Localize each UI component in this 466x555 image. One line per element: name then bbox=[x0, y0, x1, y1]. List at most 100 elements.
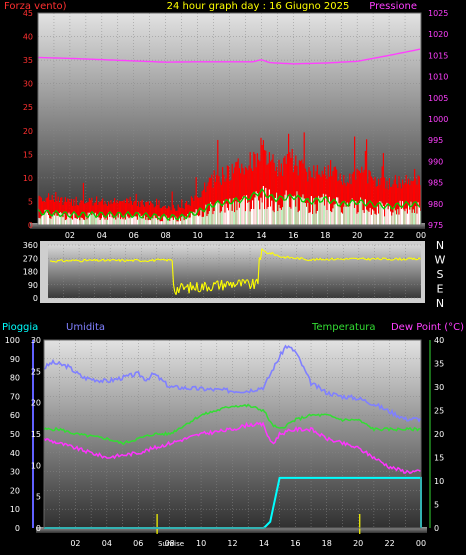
dir-segment bbox=[284, 256, 288, 259]
dir-tick-label: 180 bbox=[23, 268, 38, 277]
wind-tick-label: 20 bbox=[23, 127, 33, 136]
wind-tick-label: 40 bbox=[23, 33, 33, 42]
dir-segment bbox=[265, 251, 268, 254]
dir-segment bbox=[236, 279, 240, 285]
humidity-tick-label: 80 bbox=[10, 374, 20, 383]
dir-segment bbox=[409, 257, 412, 260]
humidity-line bbox=[43, 344, 422, 423]
dir-segment bbox=[305, 259, 308, 261]
pressure-tick-label: 990 bbox=[428, 157, 443, 166]
atm-x-tick-label: 16 bbox=[290, 539, 300, 548]
temp-tick-label: 10 bbox=[434, 477, 444, 486]
compass-label: W bbox=[435, 254, 446, 267]
dir-segment bbox=[164, 259, 166, 261]
wind-plot-border bbox=[37, 12, 422, 226]
dir-segment bbox=[291, 256, 294, 259]
dir-segment bbox=[405, 258, 408, 261]
atm-x-tick-label: 14 bbox=[259, 539, 269, 548]
dir-segment bbox=[247, 279, 250, 284]
dir-segment bbox=[61, 259, 64, 262]
wind-x-ticks: 02 04 06 08 10 12 14 16 18 20 22 00 bbox=[65, 231, 426, 240]
wind-x-tick-label: 12 bbox=[224, 231, 234, 240]
dir-segment bbox=[387, 258, 390, 261]
humidity-tick-label: 20 bbox=[10, 486, 20, 495]
dir-segment bbox=[214, 281, 217, 285]
atm-x-tick-label: 06 bbox=[133, 539, 143, 548]
temperature-line bbox=[43, 403, 421, 446]
atm-x-tick-label: 22 bbox=[384, 539, 394, 548]
dir-segment bbox=[326, 258, 329, 261]
atm-x-tick-label: 02 bbox=[70, 539, 80, 548]
dir-segment bbox=[224, 281, 228, 288]
dir-segment bbox=[346, 257, 349, 260]
atm-x-tick-label: 12 bbox=[227, 539, 237, 548]
dir-segment bbox=[100, 259, 103, 262]
dir-segment bbox=[58, 259, 61, 262]
pressure-tick-label: 1000 bbox=[428, 115, 448, 124]
dir-segment bbox=[211, 282, 215, 289]
dir-segment bbox=[316, 257, 319, 261]
compass-label: N bbox=[436, 297, 444, 310]
wind-tick-label: 25 bbox=[23, 103, 33, 112]
dir-segment bbox=[53, 260, 56, 263]
dir-segment bbox=[127, 259, 130, 262]
dir-segment bbox=[335, 257, 338, 260]
dir-segment bbox=[308, 259, 311, 262]
dir-segment bbox=[392, 258, 395, 261]
atm-floor bbox=[36, 527, 427, 533]
atm-x-tick-label: 20 bbox=[353, 539, 363, 548]
dir-segment bbox=[394, 257, 397, 260]
dir-segment bbox=[197, 290, 200, 293]
rain-tick-label: 25 bbox=[31, 367, 41, 376]
humidity-tick-label: 40 bbox=[10, 449, 20, 458]
dir-segment bbox=[69, 260, 72, 262]
wind-bars bbox=[38, 132, 422, 225]
dir-segment bbox=[373, 258, 376, 260]
wind-x-tick-label: 22 bbox=[384, 231, 394, 240]
wind-axis-label: Forza vento) bbox=[4, 1, 67, 12]
dir-segment bbox=[183, 286, 186, 291]
dir-segment bbox=[167, 258, 170, 261]
dir-segment bbox=[96, 258, 99, 262]
dir-segment bbox=[138, 259, 141, 262]
wind-tick-label: 45 bbox=[23, 9, 33, 18]
dir-segment bbox=[70, 259, 73, 262]
dir-segment bbox=[418, 257, 421, 260]
wind-tick-label: 30 bbox=[23, 80, 33, 89]
pressure-tick-label: 1005 bbox=[428, 94, 448, 103]
wind-x-tick-label: 02 bbox=[65, 231, 75, 240]
dir-segment bbox=[154, 258, 157, 261]
dir-segment bbox=[202, 281, 206, 291]
dir-segment bbox=[362, 257, 366, 260]
pressure-axis-label: Pressione bbox=[369, 1, 417, 12]
atm-x-tick-label: 00 bbox=[416, 539, 426, 548]
temperature-axis-label: Temperatura bbox=[311, 322, 376, 333]
dir-segment bbox=[413, 257, 416, 260]
pressure-tick-label: 1020 bbox=[428, 30, 448, 39]
dir-segment bbox=[196, 282, 199, 292]
temp-tick-label: 35 bbox=[434, 360, 444, 369]
wind-x-tick-label: 08 bbox=[161, 231, 171, 240]
dir-tick-label: 360 bbox=[23, 241, 38, 250]
rain-tick-label: 15 bbox=[31, 430, 41, 439]
temp-tick-label: 40 bbox=[434, 336, 444, 345]
dir-segment bbox=[273, 253, 276, 256]
dir-segment bbox=[357, 258, 360, 261]
dir-segment bbox=[171, 260, 175, 285]
pressure-line bbox=[37, 48, 421, 65]
dir-segment bbox=[129, 259, 131, 262]
dir-segment bbox=[343, 258, 346, 261]
wind-tick-label: 5 bbox=[28, 197, 33, 206]
rain-tick-label: 0 bbox=[36, 524, 41, 533]
dir-segment bbox=[377, 257, 380, 260]
dir-segment bbox=[278, 255, 281, 258]
compass-label: E bbox=[437, 283, 444, 296]
chart-title: 24 hour graph day : 16 Giugno 2025 bbox=[167, 1, 350, 12]
temp-tick-label: 30 bbox=[434, 383, 444, 392]
rain-tick-label: 10 bbox=[31, 461, 41, 470]
dir-segment bbox=[64, 260, 66, 263]
dir-segment bbox=[130, 259, 133, 262]
dir-segment bbox=[172, 284, 176, 292]
dir-segment bbox=[299, 257, 302, 261]
